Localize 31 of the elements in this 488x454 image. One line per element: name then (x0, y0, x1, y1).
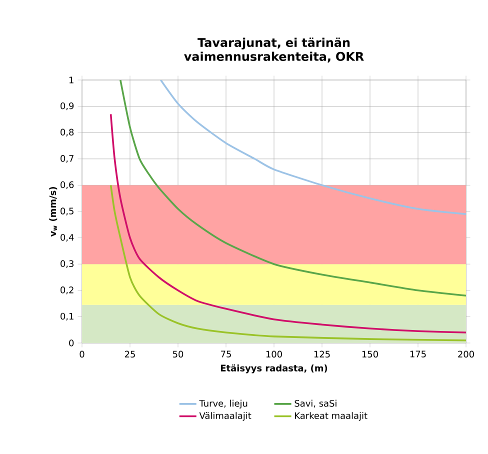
line-series (110, 184, 466, 342)
legend-label: Turve, lieju (199, 400, 248, 408)
y-tick-label: 0,8 (60, 128, 74, 136)
line-series (160, 80, 466, 216)
y-tick-label: 0 (69, 340, 74, 346)
x-tick-label: 25 (124, 350, 135, 358)
x-tick-label: 75 (221, 350, 231, 358)
y-tick-label: 1 (70, 76, 74, 84)
y-axis-title: v$_{w}$ (mm/s) (49, 187, 58, 237)
y-tick-label: 0,9 (60, 102, 74, 110)
x-tick-label: 50 (172, 350, 184, 358)
y-tick-label: 0,7 (60, 155, 74, 163)
y-tick-label: 0,1 (60, 312, 74, 321)
x-tick-label: 150 (362, 350, 378, 358)
legend-label: Savi, saSi (294, 400, 336, 408)
y-tick-label: 0,2 (60, 286, 74, 294)
y-tick-label: 0,3 (60, 260, 74, 268)
legend-label: Karkeat maalajit (295, 412, 368, 421)
legend-label: Välimaalajit (199, 412, 252, 421)
x-tick-label: 0 (80, 350, 84, 358)
y-tick-label: 0,4 (60, 234, 74, 242)
y-tick-label: 0,5 (60, 208, 74, 216)
x-axis-title: Etäisyys radasta, (m) (220, 364, 328, 374)
x-tick-label: 175 (410, 350, 426, 358)
y-tick-label: 0,6 (60, 181, 74, 190)
line-series (110, 113, 466, 334)
x-tick-label: 200 (458, 350, 474, 358)
x-tick-label: 125 (314, 350, 330, 358)
x-tick-label: 100 (266, 350, 282, 358)
line-series (120, 80, 466, 297)
chart-title: Tavarajunat, ei tärinän vaimennusrakenteita, OKR (184, 38, 364, 63)
